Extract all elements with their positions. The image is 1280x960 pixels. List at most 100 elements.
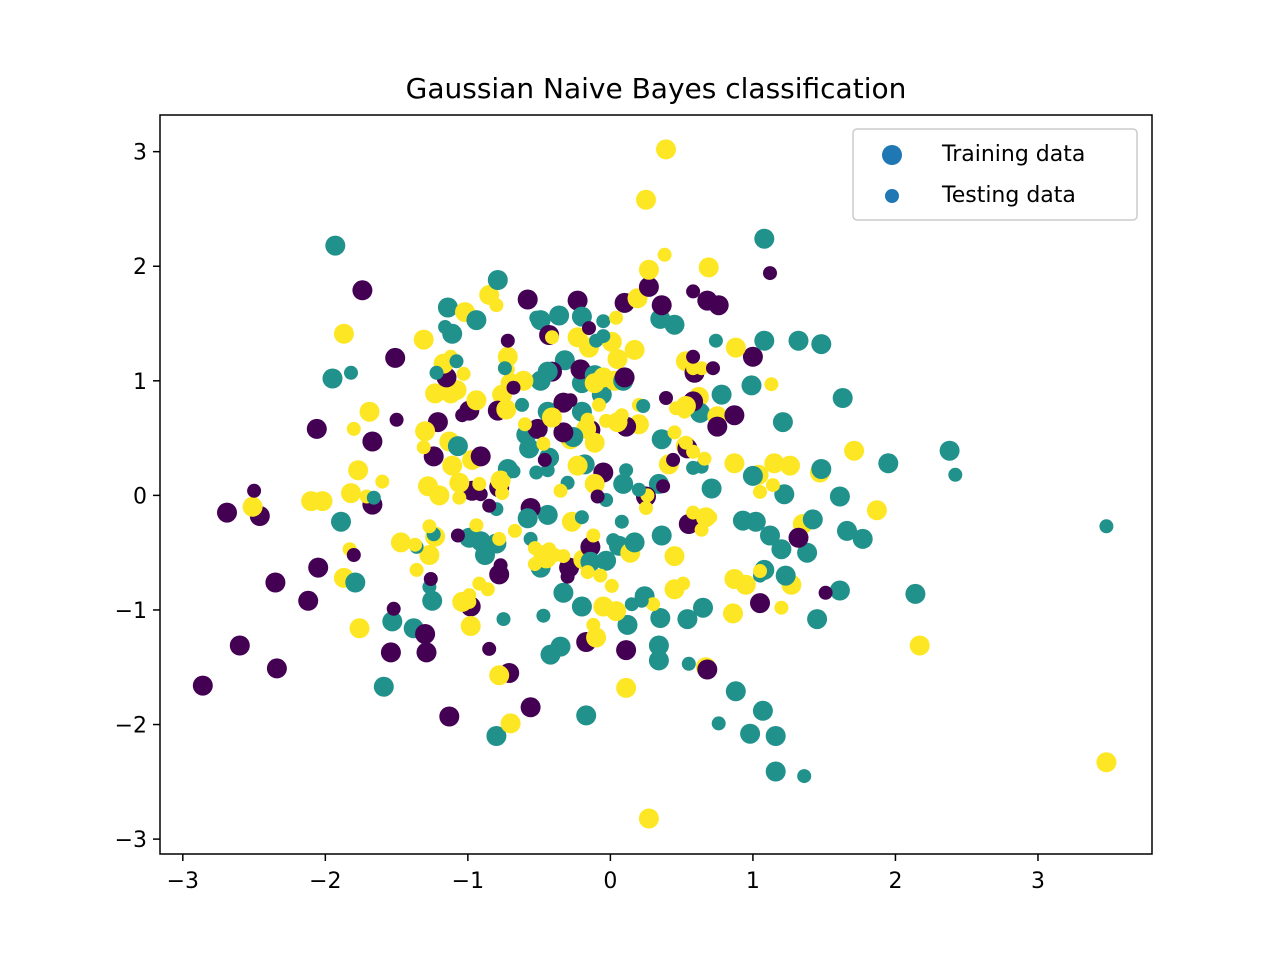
training-point (614, 367, 635, 388)
legend-marker-training (882, 145, 902, 165)
training-point (298, 590, 319, 611)
training-point (752, 700, 773, 721)
x-axis: −3 −2 −1 0 1 2 3 (167, 854, 1045, 894)
training-point (732, 510, 753, 531)
testing-point (580, 412, 595, 427)
testing-point (537, 452, 552, 467)
training-point (811, 459, 832, 479)
training-point (648, 635, 669, 656)
training-point (905, 583, 926, 604)
testing-point (386, 601, 401, 616)
training-point (764, 453, 785, 474)
legend-marker-testing (885, 189, 899, 203)
testing-point (631, 482, 646, 497)
training-point (788, 330, 809, 351)
testing-point (449, 354, 464, 369)
training-point (584, 432, 605, 453)
training-point (596, 550, 617, 571)
series-testing (247, 247, 1114, 784)
testing-point (1099, 519, 1114, 534)
training-point (439, 706, 460, 727)
training-point (520, 697, 541, 718)
training-point (571, 596, 592, 617)
training-point (651, 429, 672, 450)
testing-point (389, 412, 404, 427)
testing-point (634, 593, 649, 608)
training-point (470, 446, 491, 467)
training-point (549, 305, 570, 326)
training-point (333, 323, 354, 344)
training-point (489, 665, 510, 686)
testing-point (686, 444, 701, 459)
testing-point (409, 562, 424, 577)
training-point (939, 440, 960, 461)
testing-point (408, 537, 423, 552)
testing-point (423, 572, 438, 586)
testing-point (708, 333, 723, 348)
testing-point (711, 716, 726, 731)
training-point (242, 496, 263, 517)
testing-point (529, 465, 544, 480)
training-point (750, 593, 770, 614)
testing-point (774, 600, 789, 615)
training-point (348, 460, 369, 481)
x-tick-label: −3 (167, 869, 199, 894)
training-point (771, 539, 792, 560)
training-point (542, 407, 562, 428)
training-point (519, 438, 540, 459)
training-point (866, 500, 887, 521)
testing-point (656, 479, 671, 494)
training-point (832, 388, 853, 408)
training-point (437, 297, 458, 318)
testing-point (527, 557, 542, 572)
training-point (724, 405, 745, 426)
training-point (496, 399, 517, 420)
testing-point (818, 585, 833, 600)
testing-point (676, 576, 691, 591)
testing-point (495, 486, 510, 501)
testing-point (527, 541, 542, 556)
testing-point (472, 476, 487, 491)
training-point (725, 681, 746, 702)
training-point (229, 635, 250, 656)
testing-point (462, 594, 477, 609)
training-point (553, 582, 574, 603)
testing-point (452, 490, 467, 505)
training-point (553, 422, 574, 443)
training-point (567, 290, 588, 311)
testing-point (619, 463, 634, 478)
testing-point (515, 397, 529, 412)
training-point (651, 295, 672, 316)
testing-point (614, 408, 629, 423)
training-point (829, 580, 850, 601)
testing-point (614, 514, 629, 529)
testing-point (686, 349, 701, 364)
testing-point (596, 314, 611, 329)
training-point (807, 609, 828, 630)
testing-point (563, 393, 578, 408)
training-point (466, 310, 487, 331)
testing-point (686, 284, 701, 299)
testing-point (636, 399, 651, 413)
testing-point (586, 528, 601, 543)
testing-point (614, 476, 629, 491)
testing-point (797, 769, 812, 784)
training-point (306, 418, 327, 439)
training-point (416, 642, 437, 663)
y-tick-label: 2 (133, 255, 147, 280)
training-point (656, 139, 676, 160)
testing-point (500, 333, 515, 348)
training-point (638, 259, 659, 280)
training-point (349, 618, 370, 639)
training-point (567, 455, 588, 476)
testing-point (507, 523, 522, 538)
x-tick-label: 2 (888, 869, 902, 894)
testing-point (456, 366, 471, 381)
training-point (852, 528, 873, 549)
training-point (1096, 752, 1117, 773)
training-point (772, 412, 793, 433)
training-point (593, 596, 614, 617)
training-point (829, 486, 850, 507)
training-point (586, 627, 607, 648)
y-tick-label: −2 (115, 714, 147, 739)
